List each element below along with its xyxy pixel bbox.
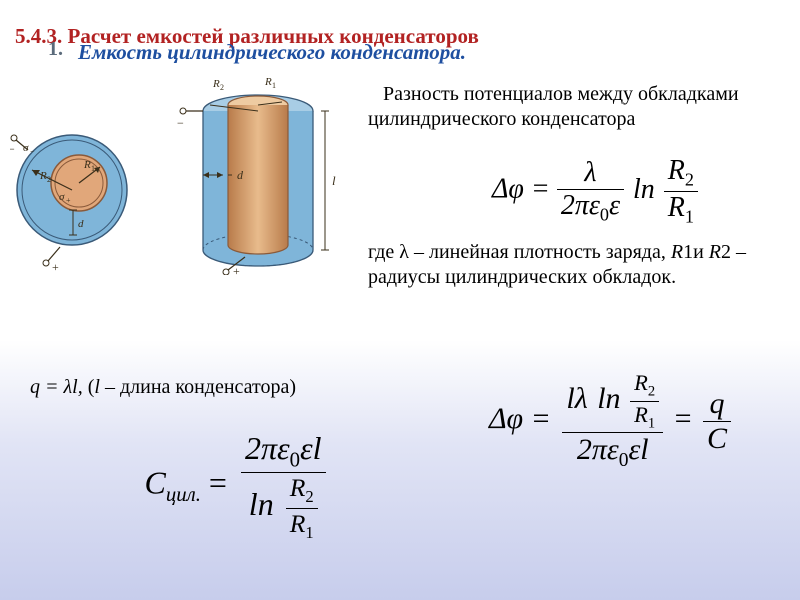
paragraph-3: q = λl, (l – длина конденсатора) <box>30 375 296 400</box>
f1-frac1: λ 2πε0ε <box>557 157 624 226</box>
para3-q: q = λl, <box>30 376 83 398</box>
svg-text:−: − <box>30 147 35 156</box>
para2-pre: где λ – линейная плотность заряда, <box>368 241 671 263</box>
formula-delta-phi: Δφ = λ 2πε0ε ln R2 R1 <box>400 155 790 227</box>
f1-ln: ln <box>633 174 655 205</box>
svg-text:l: l <box>332 173 336 188</box>
f2l-eq: = <box>209 465 227 501</box>
svg-text:1: 1 <box>91 164 95 173</box>
svg-text:σ: σ <box>59 191 65 203</box>
f2l-sub: цил. <box>166 483 201 506</box>
formula-delta-phi-expanded: Δφ = lλ ln R2 R1 2πε0εl = q C <box>440 370 780 472</box>
diagram-svg: R 1 R 2 d σ + σ − − + <box>10 75 355 275</box>
svg-text:d: d <box>237 168 244 182</box>
f1-lhs: Δφ = <box>492 174 550 205</box>
list-number: 1. <box>48 38 63 61</box>
paragraph-2: где λ – линейная плотность заряда, R1и R… <box>368 240 788 290</box>
para2-mid: и <box>693 241 709 263</box>
svg-text:+: + <box>66 196 71 205</box>
section-subtitle-text: Емкость цилиндрического конденсатора. <box>78 40 466 64</box>
svg-text:R: R <box>264 76 272 88</box>
svg-text:1: 1 <box>272 81 276 90</box>
f2r-frac1: lλ ln R2 R1 2πε0εl <box>562 370 663 472</box>
svg-text:+: + <box>52 260 59 274</box>
paragraph-1-text: Разность потенциалов между обкладками ци… <box>368 83 739 130</box>
formula-capacitance: Cцил. = 2πε0εl ln R2 R1 <box>75 430 395 543</box>
para3-rest: (l – длина конденсатора) <box>83 376 296 398</box>
svg-text:2: 2 <box>47 175 51 184</box>
cylinder-side: R 1 R 2 d l − + <box>177 76 336 275</box>
f2l-C: C <box>144 465 165 501</box>
svg-text:R: R <box>39 170 47 182</box>
f2r-eq2: = <box>675 402 692 435</box>
f2l-frac: 2πε0εl ln R2 R1 <box>241 430 326 543</box>
svg-text:−: − <box>10 142 15 156</box>
svg-text:R: R <box>212 78 220 90</box>
capacitor-diagram: R 1 R 2 d σ + σ − − + <box>10 75 355 275</box>
svg-text:d: d <box>78 218 84 230</box>
paragraph-1: Разность потенциалов между обкладками ци… <box>368 82 788 132</box>
svg-text:R: R <box>83 159 91 171</box>
cross-section: R 1 R 2 d σ + σ − − + <box>10 135 127 274</box>
f2r-lhs: Δφ = <box>489 402 551 435</box>
svg-text:2: 2 <box>220 83 224 92</box>
f1-ratio: R2 R1 <box>664 155 698 227</box>
svg-text:−: − <box>177 116 184 130</box>
section-subtitle: Емкость цилиндрического конденсатора. <box>78 40 466 65</box>
svg-text:+: + <box>233 264 240 275</box>
f2r-frac2: q C <box>703 387 731 456</box>
